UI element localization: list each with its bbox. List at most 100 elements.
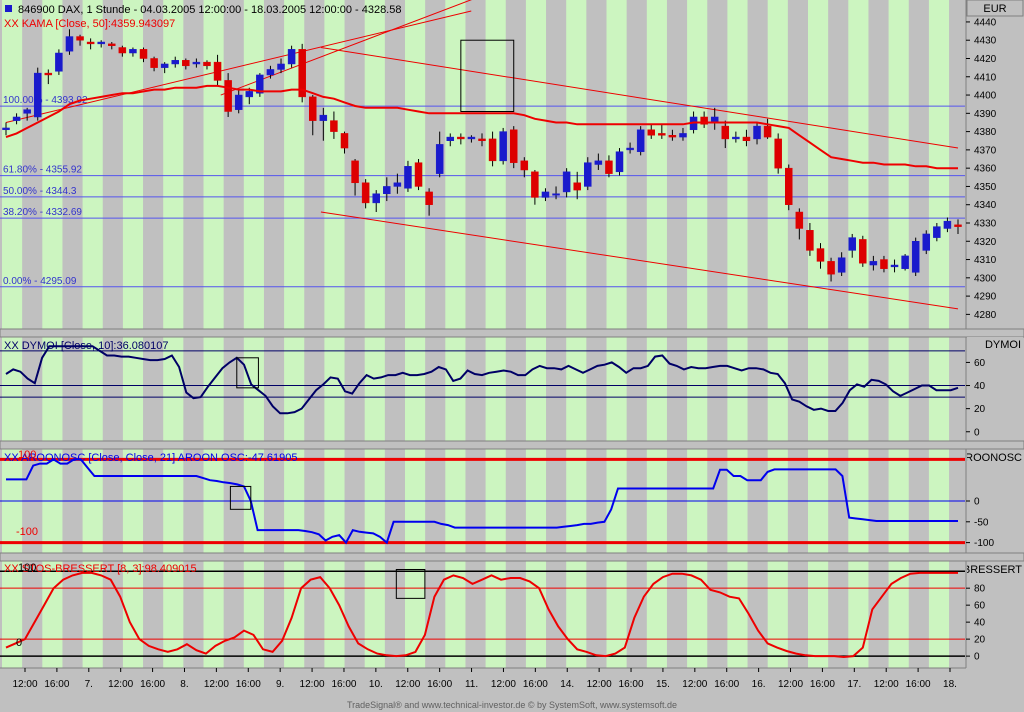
price-panel[interactable]: 100.00% - 4393.92 61.80% - 4355.92 50.00% … bbox=[0, 0, 965, 310]
candle-up[interactable] bbox=[404, 166, 412, 189]
candle-up[interactable] bbox=[636, 129, 645, 152]
candle-up[interactable] bbox=[901, 255, 909, 269]
candle-up[interactable] bbox=[911, 241, 920, 273]
candle-down[interactable] bbox=[361, 182, 370, 204]
candle-down[interactable] bbox=[647, 129, 655, 136]
candle-up[interactable] bbox=[626, 147, 634, 151]
candle-down[interactable] bbox=[816, 248, 825, 262]
candle-down[interactable] bbox=[203, 61, 211, 67]
candle-down[interactable] bbox=[351, 160, 359, 184]
candle-down[interactable] bbox=[859, 239, 867, 264]
candle-down[interactable] bbox=[668, 135, 677, 138]
trend-line[interactable] bbox=[320, 47, 959, 149]
candle-up[interactable] bbox=[584, 162, 592, 187]
candle-up[interactable] bbox=[256, 74, 264, 94]
candle-up[interactable] bbox=[869, 261, 878, 266]
candle-down[interactable] bbox=[795, 211, 804, 229]
candle-up[interactable] bbox=[192, 61, 201, 65]
candle-up[interactable] bbox=[446, 136, 455, 141]
trend-line[interactable] bbox=[220, 0, 572, 96]
candle-up[interactable] bbox=[753, 125, 761, 140]
candle-down[interactable] bbox=[573, 182, 581, 191]
aroon-panel[interactable] bbox=[0, 457, 965, 545]
candle-up[interactable] bbox=[97, 41, 105, 45]
candle-up[interactable] bbox=[319, 114, 328, 121]
candle-up[interactable] bbox=[552, 193, 560, 196]
dymoi-line[interactable] bbox=[5, 345, 959, 415]
candle-down[interactable] bbox=[827, 261, 835, 275]
candle-up[interactable] bbox=[943, 220, 952, 229]
candle-down[interactable] bbox=[44, 72, 53, 76]
candle-up[interactable] bbox=[933, 226, 941, 238]
candle-down[interactable] bbox=[721, 125, 730, 140]
candle-up[interactable] bbox=[837, 257, 846, 273]
candle-up[interactable] bbox=[160, 63, 169, 68]
aroon-legend[interactable]: XX AROONOSC [Close, Close, 21] AROON OSC… bbox=[4, 452, 297, 464]
candle-down[interactable] bbox=[785, 167, 793, 205]
stoch-panel[interactable] bbox=[0, 568, 965, 659]
candle-down[interactable] bbox=[425, 191, 433, 205]
candle-down[interactable] bbox=[774, 138, 782, 169]
candle-up[interactable] bbox=[435, 144, 444, 174]
candle-down[interactable] bbox=[478, 138, 486, 141]
stoch-legend[interactable]: XX STOS-BRESSERT [8, 3]:98.409015 bbox=[4, 563, 197, 575]
candle-down[interactable] bbox=[509, 129, 518, 163]
candle-up[interactable] bbox=[2, 127, 10, 131]
candle-up[interactable] bbox=[679, 133, 687, 138]
candle-down[interactable] bbox=[182, 60, 190, 67]
candle-down[interactable] bbox=[108, 43, 116, 46]
candle-down[interactable] bbox=[457, 136, 465, 140]
kama-line[interactable] bbox=[5, 84, 958, 170]
candle-up[interactable] bbox=[23, 109, 31, 114]
separator-dymoi-aroon[interactable] bbox=[0, 440, 1024, 450]
candle-up[interactable] bbox=[890, 264, 899, 268]
candle-up[interactable] bbox=[65, 36, 74, 52]
candle-up[interactable] bbox=[732, 136, 740, 140]
candle-down[interactable] bbox=[309, 96, 317, 121]
stoch-line[interactable] bbox=[5, 571, 958, 659]
candle-up[interactable] bbox=[245, 91, 254, 98]
candle-up[interactable] bbox=[55, 52, 63, 72]
candle-up[interactable] bbox=[12, 116, 21, 121]
candle-up[interactable] bbox=[922, 233, 931, 251]
candle-up[interactable] bbox=[499, 131, 507, 162]
candle-up[interactable] bbox=[266, 69, 275, 76]
candle-down[interactable] bbox=[880, 259, 888, 269]
candle-down[interactable] bbox=[224, 80, 232, 112]
candle-down[interactable] bbox=[298, 49, 306, 98]
candle-down[interactable] bbox=[658, 133, 666, 136]
candle-up[interactable] bbox=[383, 186, 391, 194]
separator-price-dymoi[interactable] bbox=[0, 328, 1024, 338]
candle-up[interactable] bbox=[594, 160, 603, 165]
candle-down[interactable] bbox=[118, 47, 127, 54]
candle-up[interactable] bbox=[171, 60, 179, 65]
candle-up[interactable] bbox=[287, 49, 296, 65]
dymoi-legend[interactable]: XX DYMOI [Close, 10]:36.080107 bbox=[4, 340, 168, 352]
candle-down[interactable] bbox=[86, 41, 95, 45]
candle-down[interactable] bbox=[520, 160, 529, 171]
candle-up[interactable] bbox=[277, 63, 285, 70]
candle-down[interactable] bbox=[340, 133, 349, 149]
candle-up[interactable] bbox=[129, 49, 137, 54]
candle-up[interactable] bbox=[393, 182, 402, 187]
candle-up[interactable] bbox=[234, 94, 243, 110]
candle-down[interactable] bbox=[150, 58, 158, 68]
candle-up[interactable] bbox=[562, 171, 571, 193]
candle-up[interactable] bbox=[372, 193, 380, 204]
candle-up[interactable] bbox=[33, 72, 42, 118]
candle-down[interactable] bbox=[763, 125, 772, 138]
price-legend[interactable]: 846900 DAX, 1 Stunde - 04.03.2005 12:00:… bbox=[4, 4, 401, 30]
candle-down[interactable] bbox=[330, 120, 338, 132]
candle-down[interactable] bbox=[213, 61, 222, 81]
candle-down[interactable] bbox=[700, 116, 708, 125]
candle-down[interactable] bbox=[806, 230, 814, 251]
candle-down[interactable] bbox=[605, 160, 613, 174]
separator-aroon-stoch[interactable] bbox=[0, 552, 1024, 562]
candle-up[interactable] bbox=[541, 191, 550, 198]
candle-up[interactable] bbox=[615, 151, 624, 173]
candle-down[interactable] bbox=[488, 138, 497, 162]
trend-line[interactable] bbox=[320, 211, 959, 310]
candle-up[interactable] bbox=[848, 237, 856, 251]
candle-down[interactable] bbox=[139, 49, 148, 59]
candle-down[interactable] bbox=[531, 171, 539, 198]
